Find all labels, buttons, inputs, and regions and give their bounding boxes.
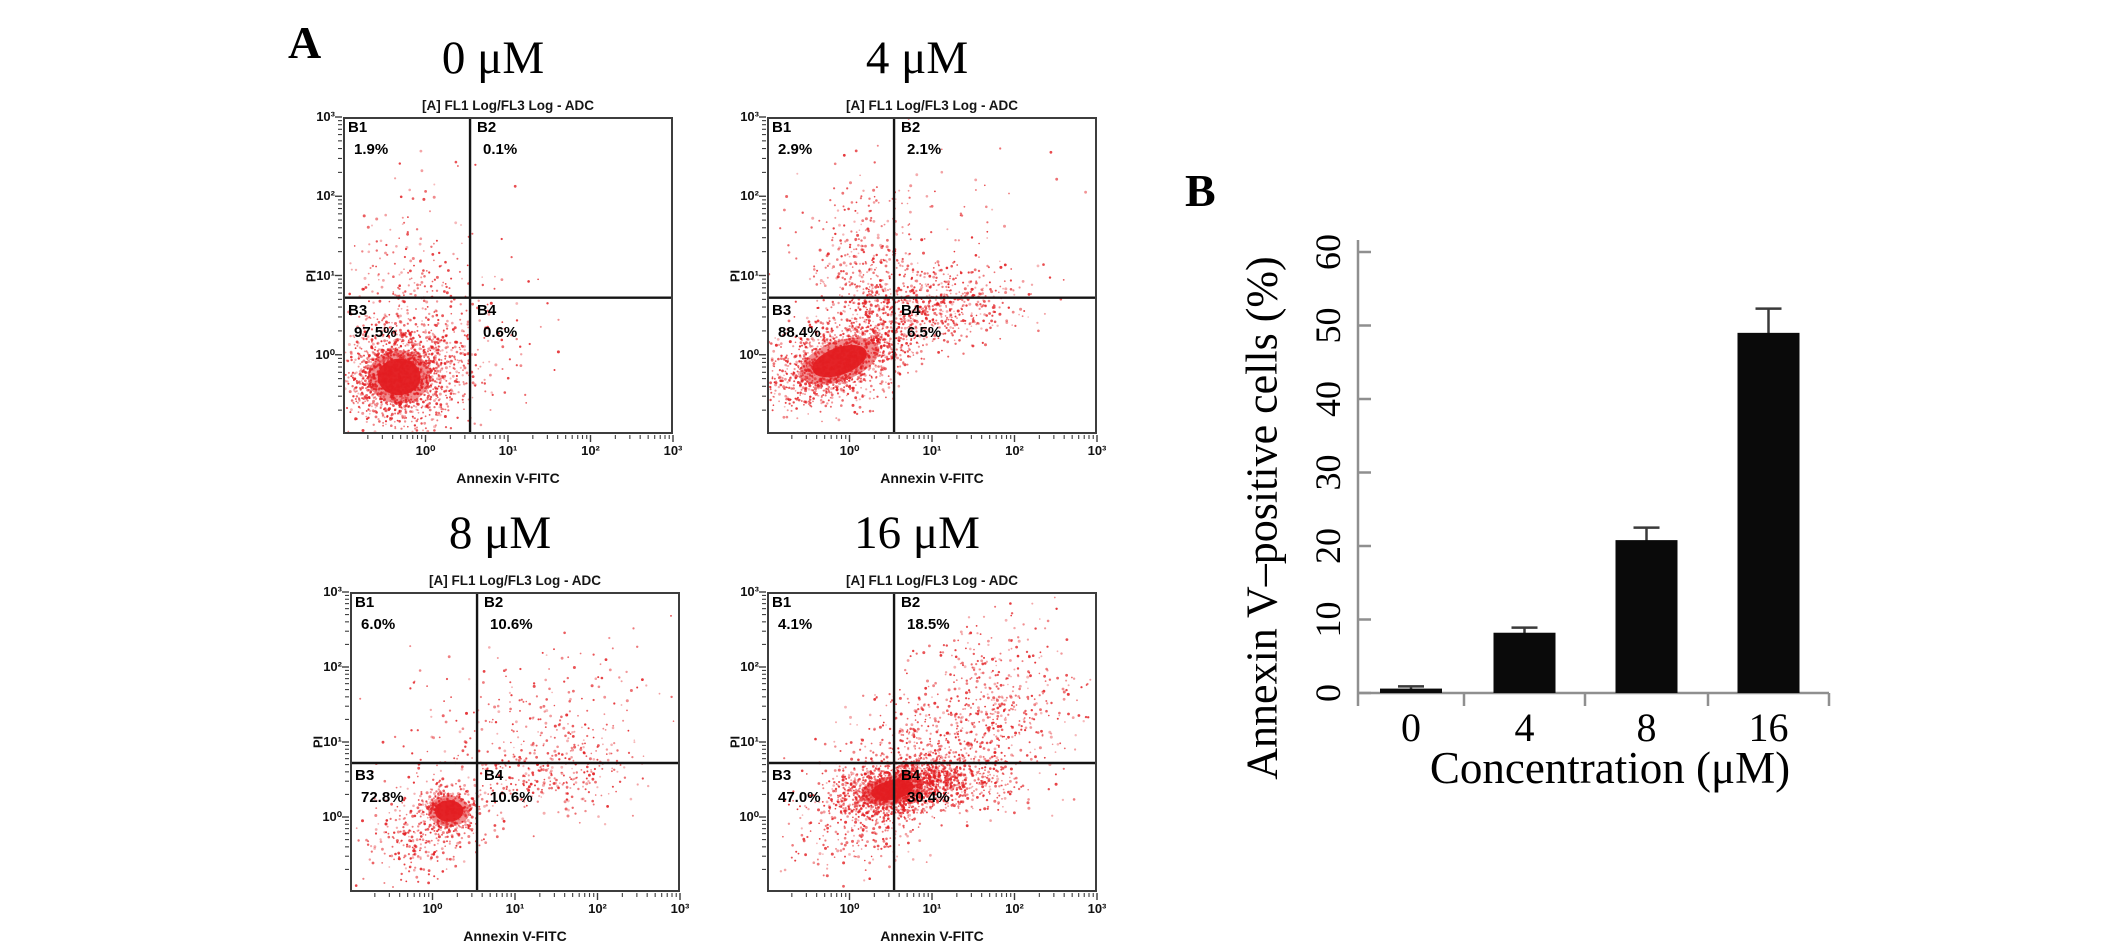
quadrant-b1-label: B1: [772, 594, 792, 611]
quadrant-b2-label: B2: [901, 119, 921, 136]
flow-scatter-svg: [335, 116, 674, 442]
x-axis-tick-label: 10²: [1005, 443, 1024, 458]
flow-plot-title: [A] FL1 Log/FL3 Log - ADC: [422, 98, 594, 113]
x-axis-label: Annexin V-FITC: [880, 470, 984, 486]
y-axis-tick-label: 10²: [740, 188, 759, 204]
y-axis-tick-label: 10²: [316, 188, 335, 204]
quadrant-b3-value: 47.0%: [778, 789, 821, 806]
concentration-label: 4 μM: [865, 32, 969, 84]
y-axis-tick-label: 10¹: [323, 734, 342, 749]
quadrant-b2-value: 2.1%: [907, 141, 942, 158]
flow-scatter-svg: [759, 116, 1098, 442]
y-axis-tick-label: 10¹: [740, 267, 759, 283]
x-axis-tick-label: 10²: [588, 901, 607, 916]
flow-plot-title: [A] FL1 Log/FL3 Log - ADC: [846, 573, 1018, 588]
concentration-label: 16 μM: [854, 507, 980, 559]
y-axis-tick-label: 10³: [323, 584, 342, 599]
flow-scatter-plot: B1 1.9% B2 0.1% B3 97.5% B4 0.6%: [335, 116, 674, 442]
y-axis-tick-label: 10²: [740, 659, 759, 674]
bar-y-axis-label: Annexin V–positive cells (%): [1237, 256, 1287, 780]
quadrant-b4-label: B4: [901, 767, 921, 784]
x-axis-tick-label: 10⁰: [415, 443, 436, 458]
quadrant-b2-value: 10.6%: [490, 616, 533, 633]
quadrant-b1-value: 1.9%: [354, 141, 389, 158]
x-axis-tick-label: 10¹: [505, 901, 525, 916]
x-axis-tick-label: 10⁰: [422, 901, 443, 916]
y-axis-tick-label: 10³: [316, 109, 335, 124]
quadrant-b4-value: 6.5%: [907, 323, 942, 341]
quadrant-b3-label: B3: [355, 767, 375, 784]
quadrant-b3-label: B3: [348, 301, 368, 319]
bar-x-axis-label: Concentration (μM): [1429, 743, 1791, 793]
x-axis-tick-label: 10²: [581, 443, 600, 458]
y-axis-tick-label: 10²: [323, 659, 342, 674]
quadrant-b4-value: 10.6%: [490, 789, 533, 806]
x-axis-tick-label: 10¹: [922, 901, 942, 916]
x-axis-tick-label: 10³: [663, 443, 683, 458]
quadrant-b4-label: B4: [477, 301, 497, 319]
y-axis-tick-label: 10¹: [316, 267, 335, 283]
bar-chart: 0 10 20 30 40 50 60 0 4 8 16: [1300, 230, 1900, 790]
quadrant-b1-value: 6.0%: [361, 616, 396, 633]
y-axis-tick-label: 10³: [740, 109, 759, 124]
y-axis-tick-label: 10⁰: [739, 809, 759, 824]
quadrant-b1-value: 4.1%: [778, 616, 813, 633]
quadrant-b4-value: 30.4%: [907, 789, 950, 806]
concentration-label: 0 μM: [441, 32, 545, 84]
quadrant-b4-label: B4: [484, 767, 504, 784]
quadrant-b3-value: 88.4%: [778, 323, 821, 341]
x-axis-tick-label: 10⁰: [839, 901, 860, 916]
y-axis-tick-label: 10³: [740, 584, 759, 599]
x-axis-label: Annexin V-FITC: [880, 928, 984, 944]
pi-axis-label: PI: [310, 735, 326, 749]
pi-axis-label: PI: [727, 735, 743, 749]
quadrant-b2-value: 18.5%: [907, 616, 950, 633]
quadrant-b3-label: B3: [772, 767, 792, 784]
quadrant-b3-value: 97.5%: [354, 323, 397, 341]
quadrant-b2-label: B2: [901, 594, 921, 611]
quadrant-b1-label: B1: [348, 119, 368, 136]
panel-b-label: B: [1185, 165, 1216, 216]
quadrant-b3-label: B3: [772, 301, 792, 319]
x-axis-tick-label: 10³: [1087, 443, 1107, 458]
x-axis-label: Annexin V-FITC: [463, 928, 567, 944]
x-axis-label: Annexin V-FITC: [456, 470, 560, 486]
y-axis-tick-label: 10⁰: [315, 346, 335, 362]
flow-plot-title: [A] FL1 Log/FL3 Log - ADC: [429, 573, 601, 588]
flow-plot-title: [A] FL1 Log/FL3 Log - ADC: [846, 98, 1018, 113]
quadrant-b2-label: B2: [477, 119, 497, 136]
flow-scatter-plot: B1 2.9% B2 2.1% B3 88.4% B4 6.5%: [759, 116, 1098, 442]
quadrant-b4-value: 0.6%: [483, 323, 518, 341]
panel-a-label: A: [288, 17, 322, 68]
quadrant-b2-label: B2: [484, 594, 504, 611]
pi-axis-label: PI: [727, 269, 743, 282]
flow-scatter-svg: [759, 591, 1098, 900]
x-axis-tick-label: 10³: [1087, 901, 1107, 916]
x-axis-tick-label: 10¹: [498, 443, 518, 458]
pi-axis-label: PI: [303, 269, 319, 282]
x-axis-tick-label: 10⁰: [839, 443, 860, 458]
x-axis-tick-label: 10¹: [922, 443, 942, 458]
quadrant-b1-label: B1: [355, 594, 375, 611]
y-axis-tick-label: 10⁰: [739, 346, 759, 362]
flow-scatter-plot: B1 6.0% B2 10.6% B3 72.8% B4 10.6%: [342, 591, 681, 900]
quadrant-b2-value: 0.1%: [483, 141, 518, 158]
y-axis-tick-label: 10¹: [740, 734, 759, 749]
y-axis-tick-label: 10⁰: [322, 809, 342, 824]
flow-scatter-plot: B1 4.1% B2 18.5% B3 47.0% B4 30.4%: [759, 591, 1098, 900]
quadrant-b1-label: B1: [772, 119, 792, 136]
x-axis-tick-label: 10²: [1005, 901, 1024, 916]
x-axis-tick-label: 10³: [670, 901, 690, 916]
quadrant-b4-label: B4: [901, 301, 921, 319]
flow-scatter-svg: [342, 591, 681, 900]
quadrant-b3-value: 72.8%: [361, 789, 404, 806]
quadrant-b1-value: 2.9%: [778, 141, 813, 158]
concentration-label: 8 μM: [448, 507, 552, 559]
